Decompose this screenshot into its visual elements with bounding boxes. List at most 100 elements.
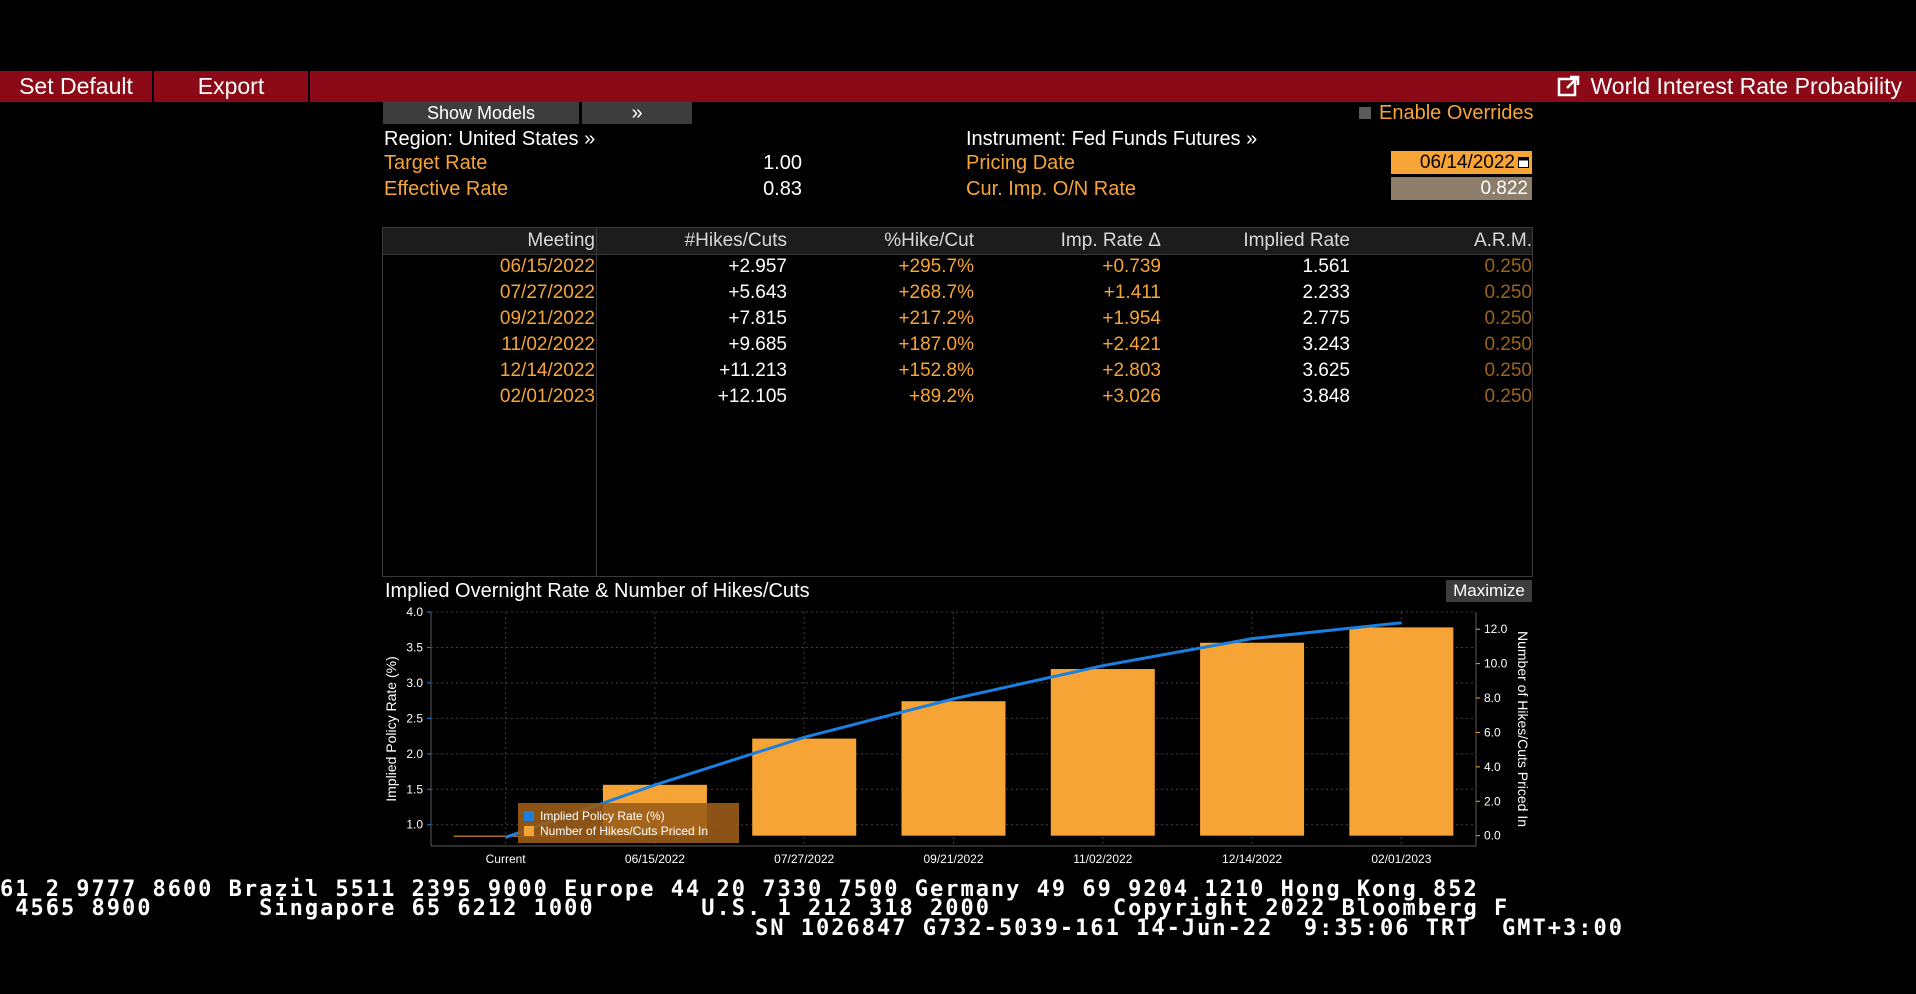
legend-swatch-bar: [524, 826, 534, 836]
bar: [901, 701, 1006, 836]
y2-tick-label: 0.0: [1484, 829, 1501, 843]
hikes-cell: +7.815: [728, 308, 787, 329]
col-header-implied-rate[interactable]: Implied Rate: [1243, 230, 1350, 251]
target-rate-label: Target Rate: [384, 152, 488, 174]
enable-overrides-checkbox[interactable]: [1359, 107, 1371, 119]
col-header-imp-rate-delta[interactable]: Imp. Rate Δ: [1060, 230, 1161, 251]
legend-swatch-line: [524, 811, 534, 821]
chart-title: Implied Overnight Rate & Number of Hikes…: [385, 580, 810, 602]
meeting-cell: 09/21/2022: [499, 308, 595, 329]
x-tick-label: 06/15/2022: [625, 852, 685, 866]
meeting-cell: 11/02/2022: [501, 334, 595, 355]
meeting-cell: 06/15/2022: [499, 256, 595, 277]
implied-rate-cell: 2.775: [1302, 308, 1350, 329]
y2-tick-label: 10.0: [1484, 657, 1508, 671]
rate-hikes-chart[interactable]: 1.0 1.5 2.0 2.5 3.0 3.5 4.0 0.0 2.0 4.0 6.0 8.0 10.0…: [382, 604, 1533, 886]
arm-cell: 0.250: [1484, 308, 1532, 329]
imp-rate-delta-cell: +3.026: [1102, 386, 1161, 407]
x-tick-label: 07/27/2022: [774, 852, 834, 866]
bar: [1200, 642, 1305, 836]
pricing-date-label: Pricing Date: [966, 152, 1075, 174]
imp-rate-delta-cell: +1.954: [1102, 308, 1161, 329]
pct-hike-cell: +152.8%: [898, 360, 974, 381]
bar: [1349, 627, 1454, 836]
col-header-meeting[interactable]: Meeting: [527, 230, 595, 251]
set-default-button[interactable]: Set Default: [19, 73, 133, 99]
implied-rate-cell: 3.848: [1302, 386, 1350, 407]
instrument-selector[interactable]: Instrument: Fed Funds Futures »: [966, 128, 1258, 150]
y2-tick-label: 6.0: [1484, 725, 1501, 739]
hikes-cell: +9.685: [728, 334, 787, 355]
meeting-cell: 07/27/2022: [499, 282, 595, 303]
y-tick-label: 3.5: [406, 640, 423, 654]
cur-imp-rate-field[interactable]: 0.822: [1391, 177, 1532, 200]
hikes-cell: +2.957: [728, 256, 787, 277]
show-models-button[interactable]: Show Models: [383, 102, 579, 124]
x-tick-label: 12/14/2022: [1222, 852, 1282, 866]
ticker-line-3: SN 1026847 G732-5039-161 14-Jun-22 9:35:…: [755, 916, 1624, 941]
pricing-date-value: 06/14/2022: [1419, 152, 1515, 173]
export-button[interactable]: Export: [197, 73, 265, 99]
imp-rate-delta-cell: +2.421: [1102, 334, 1161, 355]
y-tick-label: 4.0: [406, 605, 423, 619]
implied-rate-cell: 3.625: [1302, 360, 1350, 381]
y2-tick-label: 2.0: [1484, 794, 1501, 808]
y2-tick-label: 12.0: [1484, 622, 1508, 636]
implied-rate-cell: 3.243: [1302, 334, 1350, 355]
hikes-cell: +5.643: [728, 282, 787, 303]
pct-hike-cell: +217.2%: [898, 308, 974, 329]
y-tick-label: 2.0: [406, 747, 423, 761]
col-header-pct-hike[interactable]: %Hike/Cut: [884, 230, 974, 251]
pct-hike-cell: +89.2%: [909, 386, 974, 407]
pct-hike-cell: +268.7%: [898, 282, 974, 303]
imp-rate-delta-cell: +0.739: [1102, 256, 1161, 277]
meeting-cell: 02/01/2023: [499, 386, 595, 407]
menu-divider: [308, 71, 310, 102]
bar: [1050, 669, 1155, 836]
y-axis-title: Implied Policy Rate (%): [383, 656, 399, 802]
y2-tick-label: 8.0: [1484, 691, 1501, 705]
imp-rate-delta-cell: +2.803: [1102, 360, 1161, 381]
y-tick-label: 2.5: [406, 711, 423, 725]
x-tick-label: 11/02/2022: [1073, 852, 1132, 866]
pricing-date-field[interactable]: 06/14/2022: [1391, 151, 1532, 174]
y-tick-label: 1.5: [406, 782, 423, 796]
legend-box: [518, 803, 739, 843]
cur-imp-rate-label: Cur. Imp. O/N Rate: [966, 178, 1137, 200]
implied-rate-cell: 1.561: [1302, 256, 1350, 277]
external-link-icon[interactable]: [1557, 74, 1581, 98]
menu-divider: [152, 71, 154, 102]
target-rate-value: 1.00: [763, 152, 802, 174]
col-header-arm[interactable]: A.R.M.: [1473, 230, 1532, 251]
ticker-line-2: 4565 8900 Singapore 65 6212 1000 U.S. 1 …: [0, 896, 1510, 921]
arm-cell: 0.250: [1484, 360, 1532, 381]
region-selector[interactable]: Region: United States »: [384, 128, 596, 150]
arm-cell: 0.250: [1484, 334, 1532, 355]
legend-label-line: Implied Policy Rate (%): [540, 809, 665, 823]
hikes-cell: +11.213: [719, 360, 787, 381]
hikes-cell: +12.105: [717, 386, 787, 407]
maximize-button[interactable]: Maximize: [1446, 580, 1532, 602]
app-title: World Interest Rate Probability: [1590, 73, 1903, 99]
enable-overrides-label: Enable Overrides: [1379, 102, 1534, 124]
pct-hike-cell: +187.0%: [898, 334, 974, 355]
arm-cell: 0.250: [1484, 282, 1532, 303]
calendar-icon[interactable]: [1518, 156, 1529, 168]
col-header-hikes[interactable]: #Hikes/Cuts: [684, 230, 787, 251]
meetings-table: Meeting #Hikes/Cuts %Hike/Cut Imp. Rate …: [382, 227, 1533, 577]
imp-rate-delta-cell: +1.411: [1103, 282, 1161, 303]
y2-axis-title: Number of Hikes/Cuts Priced In: [1515, 631, 1531, 827]
bar: [752, 738, 857, 836]
expand-button[interactable]: »: [582, 102, 692, 124]
effective-rate-value: 0.83: [763, 178, 802, 200]
column-divider: [596, 228, 597, 576]
window-title: World Interest Rate Probability: [1557, 71, 1903, 102]
menu-bar: Set Default Export World Interest Rate P…: [0, 71, 1916, 102]
x-tick-label: 09/21/2022: [923, 852, 983, 866]
x-tick-label: 02/01/2023: [1371, 852, 1431, 866]
arm-cell: 0.250: [1484, 386, 1532, 407]
x-tick-label: Current: [486, 852, 527, 866]
meeting-cell: 12/14/2022: [499, 360, 595, 381]
arm-cell: 0.250: [1484, 256, 1532, 277]
effective-rate-label: Effective Rate: [384, 178, 509, 200]
